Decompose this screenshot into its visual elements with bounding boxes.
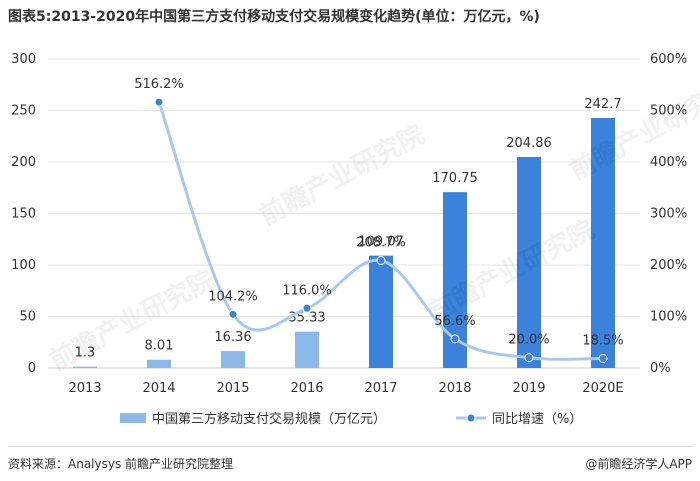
x-tick-label: 2015 [216, 381, 249, 396]
x-tick-label: 2020E [582, 381, 623, 396]
bar-value-label: 204.86 [506, 136, 552, 151]
combo-chart: 0 50 100 150 200 250 300 0% 100% 200% 300% 400% 500… [11, 52, 687, 427]
growth-point [228, 309, 238, 319]
y-left-tick-label: 50 [19, 310, 36, 325]
bar [73, 366, 97, 368]
y-right-tick-label: 300% [650, 207, 687, 222]
growth-value-label: 18.5% [582, 333, 623, 348]
x-tick-label: 2018 [438, 381, 471, 396]
y-right-tick-label: 0% [650, 361, 671, 376]
legend-marker-line [466, 413, 476, 423]
bar [295, 331, 319, 368]
bar [517, 156, 541, 368]
growth-point [598, 353, 608, 363]
x-tick-label: 2016 [290, 381, 323, 396]
growth-point [376, 256, 386, 266]
y-right-tick-label: 100% [650, 310, 687, 325]
bar-value-label: 1.3 [75, 346, 96, 361]
legend-label-bar: 中国第三方移动支付交易规模（万亿元） [152, 411, 386, 427]
bar [369, 255, 393, 368]
growth-point [302, 303, 312, 313]
y-left-tick-label: 100 [11, 258, 36, 273]
y-left-tick-label: 300 [11, 52, 36, 67]
bar [221, 351, 245, 368]
growth-value-label: 56.6% [434, 314, 475, 329]
credit-note: @前瞻经济学人APP [585, 457, 692, 471]
legend: 中国第三方移动支付交易规模（万亿元） 同比增速（%） [120, 411, 582, 427]
growth-point [524, 353, 534, 363]
line-series [154, 97, 608, 363]
y-left-axis: 0 50 100 150 200 250 300 [11, 52, 36, 376]
y-right-axis: 0% 100% 200% 300% 400% 500% 600% [650, 52, 687, 376]
bar-value-label: 35.33 [288, 311, 325, 326]
growth-value-label: 116.0% [282, 283, 332, 298]
x-tick-label: 2017 [364, 381, 397, 396]
growth-value-label: 20.0% [508, 333, 549, 348]
growth-point [450, 334, 460, 344]
growth-value-label: 208.7% [356, 236, 406, 251]
line-labels: 516.2% 104.2% 116.0% 208.7% 56.6% 20.0% 18.5% [134, 77, 623, 348]
growth-value-label: 516.2% [134, 77, 184, 92]
bar [147, 359, 171, 368]
footer-divider [8, 446, 692, 447]
bar [591, 118, 615, 368]
gridlines [48, 58, 640, 369]
bar-labels: 1.3 8.01 16.36 35.33 109.07 170.75 204.86 242.7 [75, 97, 622, 361]
chart-title: 图表5:2013-2020年中国第三方支付移动支付交易规模变化趋势(单位：万亿元… [8, 9, 540, 25]
bar-value-label: 109.07 [358, 235, 404, 250]
y-right-tick-label: 500% [650, 104, 687, 119]
y-left-tick-label: 200 [11, 155, 36, 170]
x-tick-label: 2019 [512, 381, 545, 396]
bar-value-label: 170.75 [432, 171, 478, 186]
bar-series [73, 118, 615, 368]
growth-line [157, 100, 605, 361]
y-left-tick-label: 150 [11, 207, 36, 222]
bar-value-label: 242.7 [584, 97, 621, 112]
y-left-tick-label: 250 [11, 104, 36, 119]
y-right-tick-label: 400% [650, 155, 687, 170]
bar-value-label: 16.36 [214, 330, 251, 345]
legend-label-line: 同比增速（%） [492, 412, 582, 427]
bar-value-label: 8.01 [145, 339, 174, 354]
y-left-tick-label: 0 [28, 361, 36, 376]
source-note: 资料来源：Analysys 前瞻产业研究院整理 [8, 457, 234, 471]
growth-value-label: 104.2% [208, 289, 258, 304]
x-tick-label: 2014 [142, 381, 175, 396]
legend-swatch-bar [120, 413, 146, 423]
x-tick-label: 2013 [68, 381, 101, 396]
y-right-tick-label: 600% [650, 52, 687, 67]
growth-point [154, 97, 164, 107]
y-right-tick-label: 200% [650, 258, 687, 273]
x-axis: 2013 2014 2015 2016 2017 2018 2019 2020E [68, 381, 623, 396]
